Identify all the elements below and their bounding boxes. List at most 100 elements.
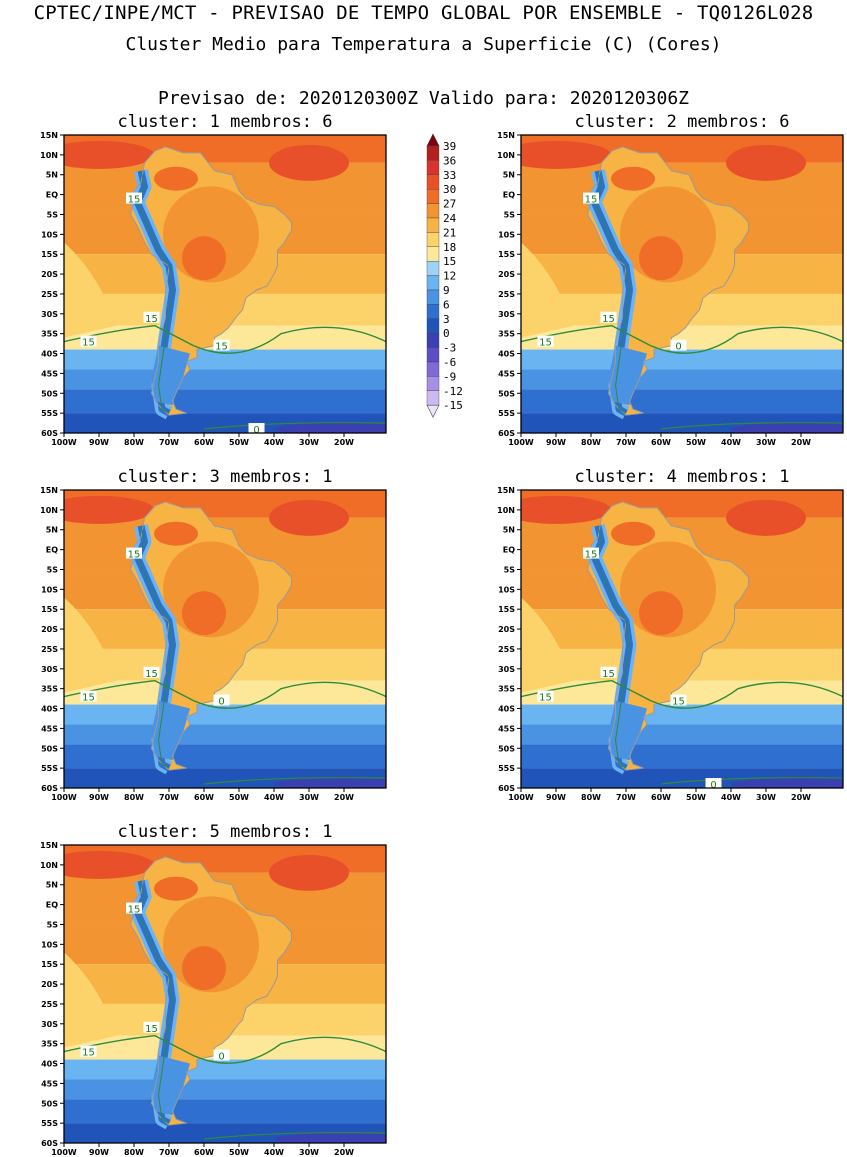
lon-tick-label: 70W [616, 793, 636, 802]
contour-label-bg [143, 311, 160, 323]
lat-tick-label: 20S [41, 270, 58, 279]
lon-tick-label: 30W [756, 793, 776, 802]
contour-label: 0 [218, 697, 224, 708]
colorbar-label: 15 [443, 255, 456, 268]
lat-tick-label: 5N [503, 171, 515, 180]
panel-title-2: cluster: 2 membros: 6 [574, 112, 790, 132]
colorbar-swatch [426, 376, 440, 391]
contour-label: 15 [145, 314, 158, 325]
lat-tick-label: 10S [498, 230, 515, 239]
map-panel-1: 15 15 15 15 0 15N 10N 5N EQ 5S 10S 15S 20S 25S 30S 35S 4… [24, 131, 388, 447]
lon-tick-label: 60W [194, 1148, 214, 1157]
lat-tick-label: 15N [40, 486, 58, 495]
lat-tick-label: 10S [41, 230, 58, 239]
lat-tick-label: 15S [498, 250, 515, 259]
lat-tick-label: 5S [504, 210, 516, 219]
panel-title-4: cluster: 4 membros: 1 [574, 467, 790, 487]
lat-tick-label: 60S [41, 429, 58, 438]
lat-tick-label: 15S [498, 605, 515, 614]
contour-label-bg [213, 694, 230, 706]
lat-tick-label: EQ [46, 901, 58, 910]
lat-tick-label: 30S [498, 665, 515, 674]
lon-tick-label: 100W [508, 793, 534, 802]
contour-label-bg [670, 339, 687, 351]
colorbar-label: -12 [443, 385, 463, 398]
lat-tick-label: 15N [40, 131, 58, 140]
temperature-map-2: 15 15 15 0 15N 10N 5N EQ 5S 10S 15S 20S 25S 30S 35S 40S… [497, 131, 844, 447]
contour-label: 15 [82, 693, 95, 704]
lat-tick-label: 15S [41, 605, 58, 614]
lat-tick-label: 30S [41, 310, 58, 319]
lon-tick-label: 50W [686, 438, 706, 447]
lat-tick-label: 15N [497, 486, 515, 495]
lat-tick-label: EQ [46, 546, 58, 555]
lat-tick-label: 40S [41, 705, 58, 714]
lon-tick-label: 80W [124, 438, 144, 447]
lon-tick-label: 90W [546, 793, 566, 802]
contour-label-bg [126, 547, 142, 559]
lat-tick-label: 20S [498, 270, 515, 279]
lon-tick-label: 90W [89, 1148, 109, 1157]
colorbar-swatch [426, 174, 440, 190]
colorbar-label: 33 [443, 169, 456, 182]
colorbar-swatch [426, 275, 440, 291]
map-panel-5: 15 15 15 0 15N 10N 5N EQ 5S 10S 15S 20S 25S 30S 35S 40S… [24, 841, 388, 1157]
contour-label: 15 [82, 1048, 95, 1059]
temperature-colorbar: 39 36 33 30 27 24 21 18 15 12 9 6 3 0 -3 -6 -9 -12 -15 [420, 132, 463, 444]
contour-label: 15 [128, 905, 141, 916]
forecast-validity: Previsao de: 2020120300Z Valido para: 20… [157, 88, 689, 109]
lon-tick-label: 100W [508, 438, 534, 447]
lon-tick-label: 90W [89, 793, 109, 802]
colorbar-swatch [426, 203, 440, 219]
colorbar-min-arrow [426, 404, 440, 418]
temperature-map-5: 15 15 15 0 15N 10N 5N EQ 5S 10S 15S 20S 25S 30S 35S 40S… [40, 841, 387, 1157]
lat-tick-label: 10S [41, 940, 58, 949]
map-panel-3: 15 15 15 0 15N 10N 5N EQ 5S 10S 15S 20S 25S 30S 35S 40S… [24, 486, 388, 802]
colorbar-swatch [426, 390, 440, 406]
contour-label-bg [80, 335, 97, 347]
lat-tick-label: 35S [498, 330, 515, 339]
lat-tick-label: 5N [503, 526, 515, 535]
lat-tick-label: 15S [41, 960, 58, 969]
lat-tick-label: 40S [498, 705, 515, 714]
colorbar-label: 6 [443, 298, 450, 311]
lat-tick-label: 25S [498, 645, 515, 654]
lat-tick-label: 35S [498, 685, 515, 694]
subtitle: Cluster Medio para Temperatura a Superfi… [125, 34, 722, 55]
lon-tick-label: 100W [51, 793, 77, 802]
lat-tick-label: 5N [46, 171, 58, 180]
lon-tick-label: 70W [616, 438, 636, 447]
lon-tick-label: 70W [159, 438, 179, 447]
lat-tick-label: 55S [41, 409, 58, 418]
contour-label-bg [143, 666, 160, 678]
contour-label: 15 [539, 338, 552, 349]
lat-tick-label: 35S [41, 685, 58, 694]
lat-tick-label: 10N [40, 151, 58, 160]
colorbar-swatch [426, 361, 440, 377]
lon-tick-label: 30W [756, 438, 776, 447]
lon-tick-label: 50W [686, 793, 706, 802]
lat-tick-label: 55S [498, 764, 515, 773]
lon-tick-label: 80W [581, 793, 601, 802]
lat-tick-label: 60S [498, 429, 515, 438]
contour-label-bg [143, 1021, 160, 1033]
colorbar-label: 9 [443, 284, 450, 297]
contour-label: 15 [128, 195, 141, 206]
contour-label: 15 [128, 550, 141, 561]
lon-tick-label: 90W [89, 438, 109, 447]
main-title: CPTEC/INPE/MCT - PREVISAO DE TEMPO GLOBA… [33, 2, 814, 24]
colorbar-label: -9 [443, 370, 456, 383]
lat-tick-label: 5N [46, 881, 58, 890]
lat-tick-label: 20S [41, 980, 58, 989]
contour-label: 15 [585, 550, 598, 561]
lon-tick-label: 20W [334, 793, 354, 802]
colorbar-label: 21 [443, 226, 456, 239]
lat-tick-label: 10S [41, 585, 58, 594]
lon-tick-label: 60W [651, 438, 671, 447]
temperature-map-4: 15 15 15 15 0 15N 10N 5N EQ 5S 10S 15S 20S 25S 30S 35S 4… [497, 486, 844, 802]
lat-tick-label: 5N [46, 526, 58, 535]
lat-tick-label: 25S [498, 290, 515, 299]
lon-tick-label: 40W [264, 438, 284, 447]
lat-tick-label: 30S [498, 310, 515, 319]
contour-label: 15 [145, 669, 158, 680]
